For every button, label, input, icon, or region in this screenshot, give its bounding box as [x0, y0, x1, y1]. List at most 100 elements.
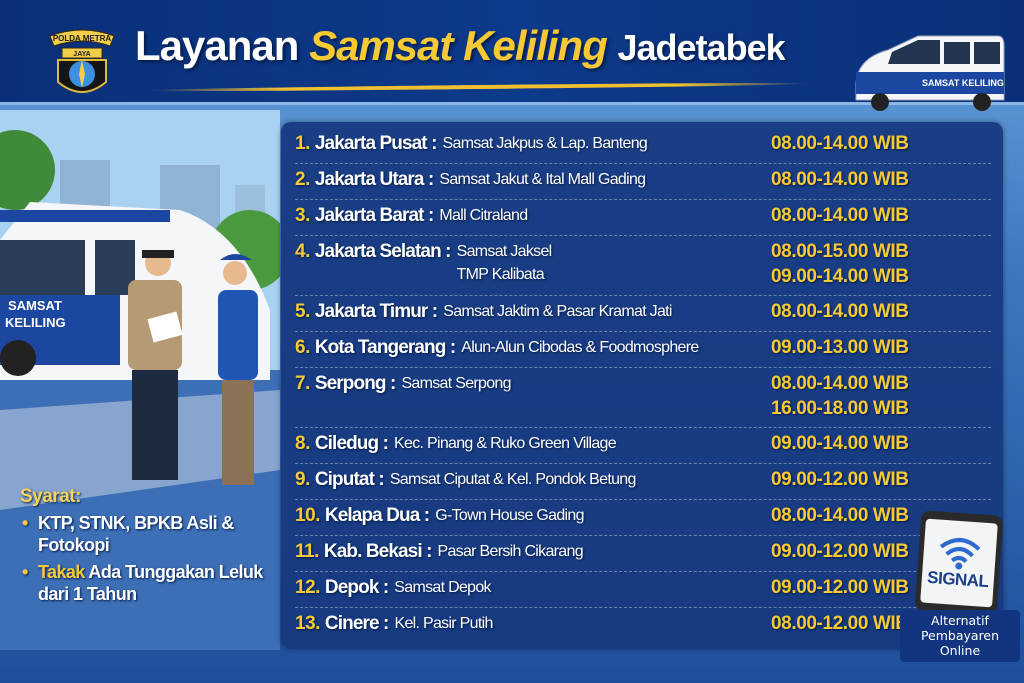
row-times: 08.00-14.00 WIB: [771, 169, 991, 191]
row-location: 6. Kota Tangerang : Alun-Alun Cibodas & …: [295, 337, 771, 359]
schedule-row: 8. Ciledug : Kec. Pinang & Ruko Green Vi…: [295, 428, 991, 464]
row-number: 12.: [295, 577, 320, 598]
schedule-row: 11. Kab. Bekasi : Pasar Bersih Cikarang …: [295, 536, 991, 572]
row-number: 5.: [295, 301, 310, 322]
row-location: 1. Jakarta Pusat : Samsat Jakpus & Lap. …: [295, 133, 771, 155]
schedule-row: 3. Jakarta Barat : Mall Citraland 08.00-…: [295, 200, 991, 236]
region-name: Ciputat :: [314, 469, 385, 490]
row-number: 1.: [295, 133, 310, 154]
service-hours: 09.00-12.00 WIB: [771, 469, 909, 490]
location-name: TMP Kalibata: [456, 266, 545, 283]
row-number: 3.: [295, 205, 310, 226]
phone-signal-app: SIGNAL: [914, 510, 1004, 616]
row-number: 2.: [295, 169, 310, 190]
region-name: Jakarta Timur :: [314, 301, 438, 322]
row-times: 09.00-12.00 WIB: [771, 577, 991, 599]
row-times: 08.00-12.00 WIB: [771, 613, 991, 635]
location-name: Samsat Jaksel: [456, 243, 553, 260]
row-number: 11.: [295, 541, 319, 562]
row-number: 6.: [295, 337, 310, 358]
region-name: Kelapa Dua :: [324, 505, 430, 526]
row-location: 2. Jakarta Utara : Samsat Jakut & Ital M…: [295, 169, 771, 191]
schedule-row: 7. Serpong : Samsat Serpong 08.00-14.00 …: [295, 368, 991, 428]
location-name: Pasar Bersih Cikarang: [437, 543, 584, 560]
schedule-row: 12. Depok : Samsat Depok 09.00-12.00 WIB: [295, 572, 991, 608]
svg-text:KELILING: KELILING: [5, 315, 66, 330]
location-name: Kel. Pasir Putih: [394, 615, 493, 632]
region-name: Jakarta Utara :: [314, 169, 434, 190]
title-underline: [149, 81, 811, 93]
location-name: G-Town House Gading: [435, 507, 584, 524]
schedule-row: 4. Jakarta Selatan : Samsat Jaksel TMP Ka…: [295, 236, 991, 296]
location-name: Alun-Alun Cibodas & Foodmosphere: [461, 339, 699, 356]
location-name: Samsat Jaktim & Pasar Kramat Jati: [443, 303, 672, 320]
location-name: Mall Citraland: [439, 207, 528, 224]
requirement-item: Takak Ada Tunggakan Leluk dari 1 Tahun: [20, 561, 280, 605]
svg-text:POLDA METRA: POLDA METRA: [53, 34, 112, 43]
schedule-row: 9. Ciputat : Samsat Ciputat & Kel. Pondo…: [295, 464, 991, 500]
row-number: 9.: [295, 469, 310, 490]
row-times: 09.00-13.00 WIB: [771, 337, 991, 359]
service-hours: 09.00-14.00 WIB: [771, 266, 909, 287]
row-location: 9. Ciputat : Samsat Ciputat & Kel. Pondo…: [295, 469, 771, 491]
service-hours: 16.00-18.00 WIB: [771, 398, 909, 419]
row-number: 13.: [295, 613, 320, 634]
location-name: Kec. Pinang & Ruko Green Village: [394, 435, 617, 452]
caption-line: Pembayaren: [920, 628, 1000, 643]
service-hours: 08.00-14.00 WIB: [771, 301, 909, 322]
row-location: 8. Ciledug : Kec. Pinang & Ruko Green Vi…: [295, 433, 771, 455]
caption-line: Alternatif: [931, 613, 989, 628]
region-name: Kota Tangerang :: [314, 337, 456, 358]
signal-app-name: SIGNAL: [926, 567, 990, 592]
row-times: 09.00-12.00 WIB: [771, 541, 991, 563]
service-hours: 09.00-14.00 WIB: [771, 433, 909, 454]
region-name: Ciledug :: [314, 433, 389, 454]
region-name: Kab. Bekasi :: [323, 541, 433, 562]
schedule-row: 1. Jakarta Pusat : Samsat Jakpus & Lap. …: [295, 128, 991, 164]
row-location: 10. Kelapa Dua : G-Town House Gading: [295, 505, 771, 527]
service-hours: 08.00-15.00 WIB: [771, 241, 909, 262]
location-name: Samsat Depok: [394, 579, 491, 596]
schedule-row: 13. Cinere : Kel. Pasir Putih 08.00-12.0…: [295, 608, 991, 644]
service-hours: 08.00-14.00 WIB: [771, 133, 909, 154]
row-number: 10.: [295, 505, 320, 526]
region-name: Depok :: [324, 577, 389, 598]
header-banner: POLDA METRA JAYA Layanan Samsat Keliling…: [0, 0, 1024, 105]
service-hours: 09.00-13.00 WIB: [771, 337, 909, 358]
service-hours: 08.00-14.00 WIB: [771, 169, 909, 190]
row-times: 08.00-14.00 WIB: [771, 205, 991, 227]
schedule-row: 6. Kota Tangerang : Alun-Alun Cibodas & …: [295, 332, 991, 368]
row-number: 4.: [295, 241, 310, 262]
svg-text:JAYA: JAYA: [73, 51, 90, 58]
van-top-label: SAMSAT KELILING: [922, 78, 1004, 88]
requirement-item: KTP, STNK, BPKB Asli & Fotokopi: [20, 512, 280, 556]
row-location: 12. Depok : Samsat Depok: [295, 577, 771, 599]
region-name: Jakarta Selatan :: [314, 241, 452, 262]
row-times: 08.00-14.00 WIB: [771, 505, 991, 527]
requirements-box: Syarat: KTP, STNK, BPKB Asli & Fotokopi …: [20, 486, 280, 610]
row-location: 5. Jakarta Timur : Samsat Jaktim & Pasar…: [295, 301, 771, 323]
requirements-heading: Syarat:: [20, 486, 81, 507]
location-name: Samsat Jakut & Ital Mall Gading: [439, 171, 646, 188]
service-hours: 08.00-14.00 WIB: [771, 505, 909, 526]
schedule-row: 5. Jakarta Timur : Samsat Jaktim & Pasar…: [295, 296, 991, 332]
schedule-panel: 1. Jakarta Pusat : Samsat Jakpus & Lap. …: [281, 122, 1003, 649]
page-title: Layanan Samsat Keliling Jadetabek: [135, 22, 786, 69]
service-hours: 08.00-12.00 WIB: [771, 613, 909, 634]
location-name: Samsat Jakpus & Lap. Banteng: [442, 135, 648, 152]
service-hours: 08.00-14.00 WIB: [771, 205, 909, 226]
row-location: 4. Jakarta Selatan : Samsat Jaksel TMP Ka…: [295, 241, 771, 284]
row-times: 09.00-14.00 WIB: [771, 433, 991, 455]
service-hours: 09.00-12.00 WIB: [771, 541, 909, 562]
row-number: 7.: [295, 373, 310, 394]
row-location: 13. Cinere : Kel. Pasir Putih: [295, 613, 771, 635]
service-hours: 08.00-14.00 WIB: [771, 373, 909, 394]
row-times: 08.00-14.00 WIB: [771, 301, 991, 323]
row-number: 8.: [295, 433, 310, 454]
van-illustration-top: SAMSAT KELILING: [855, 35, 1005, 111]
wifi-icon: [939, 538, 981, 570]
region-name: Jakarta Pusat :: [314, 133, 438, 154]
polda-metra-logo: POLDA METRA JAYA: [49, 29, 115, 93]
row-location: 7. Serpong : Samsat Serpong: [295, 373, 771, 395]
row-times: 08.00-14.00 WIB: [771, 133, 991, 155]
